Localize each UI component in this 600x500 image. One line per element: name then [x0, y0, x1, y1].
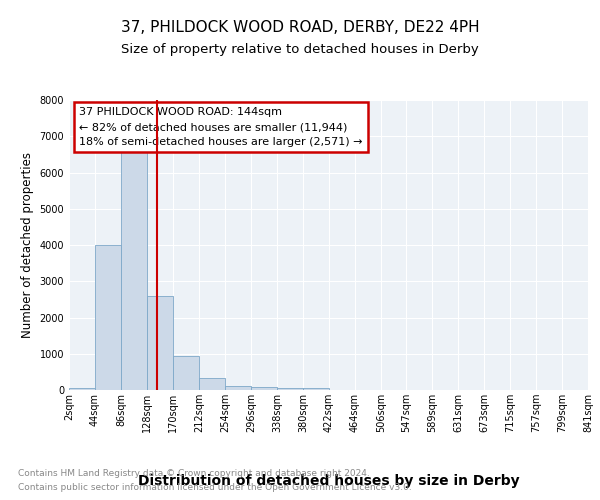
Text: 37 PHILDOCK WOOD ROAD: 144sqm
← 82% of detached houses are smaller (11,944)
18% : 37 PHILDOCK WOOD ROAD: 144sqm ← 82% of d…: [79, 108, 363, 147]
Text: Contains public sector information licensed under the Open Government Licence v3: Contains public sector information licen…: [18, 484, 412, 492]
Text: 37, PHILDOCK WOOD ROAD, DERBY, DE22 4PH: 37, PHILDOCK WOOD ROAD, DERBY, DE22 4PH: [121, 20, 479, 35]
Bar: [277, 388, 303, 390]
Bar: [303, 388, 329, 390]
Bar: [251, 388, 277, 390]
Bar: [225, 386, 251, 390]
Text: Size of property relative to detached houses in Derby: Size of property relative to detached ho…: [121, 42, 479, 56]
Bar: [173, 356, 199, 390]
Text: Contains HM Land Registry data © Crown copyright and database right 2024.: Contains HM Land Registry data © Crown c…: [18, 468, 370, 477]
Bar: [121, 151, 147, 390]
Bar: [95, 245, 121, 390]
Y-axis label: Number of detached properties: Number of detached properties: [21, 152, 34, 338]
Bar: [147, 296, 173, 390]
Bar: [69, 388, 95, 390]
Bar: [199, 378, 225, 390]
X-axis label: Distribution of detached houses by size in Derby: Distribution of detached houses by size …: [137, 474, 520, 488]
